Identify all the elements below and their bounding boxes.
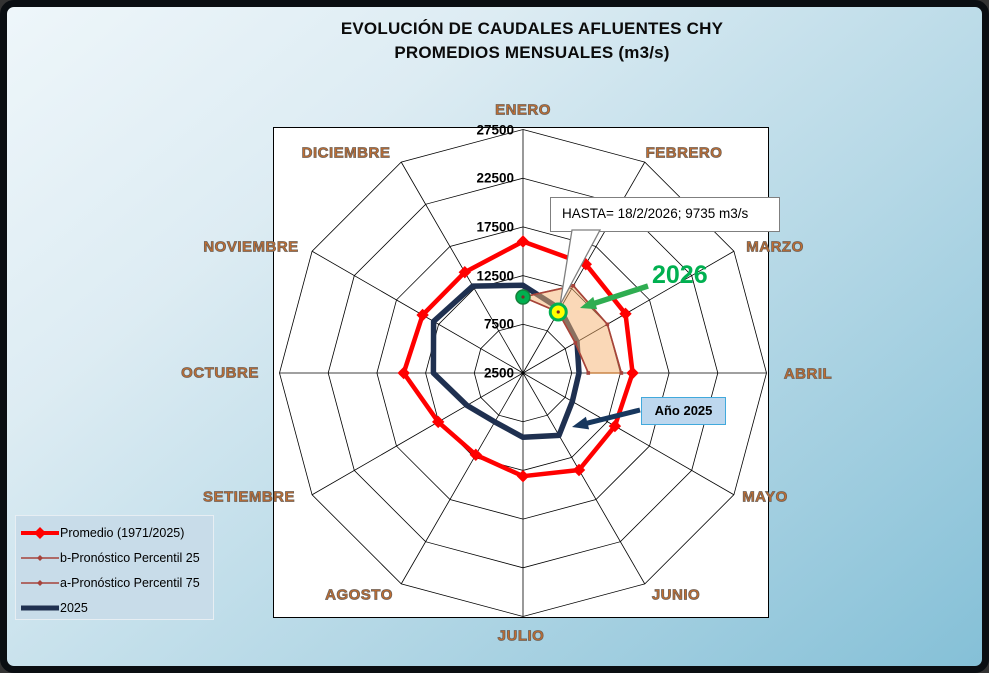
green-2026-arrow — [592, 283, 649, 307]
annotation-arrows — [572, 283, 649, 430]
promedio-diamond-marker — [579, 258, 592, 271]
legend-label-promedio: Promedio (1971/2025) — [60, 525, 185, 540]
callout-pointer — [559, 229, 602, 306]
legend-item-2025: 2025 — [20, 595, 213, 620]
promedio-diamond-marker — [397, 366, 410, 380]
label-2026: 2026 — [652, 261, 708, 289]
month-label-enero: ENERO — [495, 101, 551, 119]
legend-label-percentil25: b-Pronóstico Percentil 25 — [60, 550, 200, 565]
hasta-callout-text: HASTA= 18/2/2026; 9735 m3/s — [562, 206, 749, 221]
legend-marker-percentil25-icon — [21, 554, 59, 561]
radial-tick-7500: 7500 — [483, 316, 514, 332]
grid-spoke — [311, 250, 524, 374]
promedio-diamond-marker — [626, 366, 639, 380]
grid-spoke — [522, 372, 735, 496]
navy-2025-arrow — [584, 407, 641, 427]
green-2026-arrow-head — [580, 296, 598, 310]
ano-2025-text: Año 2025 — [654, 403, 713, 418]
legend-box: Promedio (1971/2025) b-Pronóstico Percen… — [15, 515, 214, 620]
promedio-diamond-marker — [608, 419, 622, 433]
month-label-octubre: OCTUBRE — [181, 364, 259, 382]
radial-tick-27500: 27500 — [476, 122, 514, 137]
obs-2026-febrero-centerdot — [556, 310, 560, 314]
radial-tick-12500: 12500 — [476, 268, 514, 284]
percentil75-marker — [605, 322, 610, 327]
navy-2025-arrow-head — [572, 416, 590, 430]
callout-pointer-layer — [515, 229, 602, 322]
percentil25-marker — [573, 341, 578, 345]
legend-item-promedio: Promedio (1971/2025) — [20, 520, 213, 545]
promedio-diamond-marker — [458, 266, 471, 279]
hasta-callout: HASTA= 18/2/2026; 9735 m3/s — [550, 197, 780, 232]
observation-markers — [515, 289, 568, 322]
grid-spoke — [311, 372, 524, 496]
chart-title-line2: PROMEDIOS MENSUALES (m3/s) — [394, 43, 670, 62]
legend-marker-percentil75-icon — [21, 579, 59, 586]
promedio-diamond-marker — [469, 448, 482, 461]
month-label-junio: JUNIO — [651, 586, 701, 604]
percentil25-line — [522, 296, 590, 374]
month-label-febrero: FEBRERO — [645, 144, 723, 162]
percentil25-marker — [586, 371, 591, 375]
percentil75-marker — [571, 283, 576, 288]
chart-title: EVOLUCIÓN DE CAUDALES AFLUENTES CHY PROM… — [257, 17, 807, 65]
radar-gridlines — [279, 129, 767, 617]
percentil75-marker — [619, 371, 624, 375]
chart-title-line1: EVOLUCIÓN DE CAUDALES AFLUENTES CHY — [340, 19, 724, 38]
legend-item-percentil25: b-Pronóstico Percentil 25 — [20, 545, 213, 570]
radial-tick-22500: 22500 — [476, 170, 514, 186]
grid-spoke — [400, 161, 524, 374]
legend-label-2025: 2025 — [60, 600, 88, 615]
hasta-pointer — [559, 229, 602, 306]
legend-marker-2025-icon — [21, 605, 59, 610]
legend-marker-promedio-icon — [21, 526, 59, 539]
promedio-diamond-marker — [619, 307, 632, 320]
ano-2025-callout: Año 2025 — [641, 397, 726, 425]
radar-chart — [279, 129, 767, 617]
legend-item-percentil75: a-Pronóstico Percentil 75 — [20, 570, 213, 595]
month-label-julio: JULIO — [497, 627, 545, 645]
legend-label-percentil75: a-Pronóstico Percentil 75 — [60, 575, 200, 590]
radial-tick-17500: 17500 — [476, 219, 514, 235]
promedio-diamond-marker — [516, 235, 530, 248]
month-label-setiembre: SETIEMBRE — [202, 488, 296, 506]
month-label-noviembre: NOVIEMBRE — [203, 238, 299, 256]
promedio-diamond-marker — [432, 415, 445, 429]
promedio-diamond-marker — [572, 463, 586, 477]
series-promedio — [397, 235, 639, 483]
month-label-diciembre: DICIEMBRE — [301, 144, 391, 162]
month-label-agosto: AGOSTO — [325, 586, 393, 604]
radial-tick-2500: 2500 — [483, 365, 514, 381]
promedio-diamond-marker — [416, 308, 429, 322]
month-label-marzo: MARZO — [746, 238, 804, 256]
grid-spoke — [522, 372, 646, 585]
obs-2026-enero-centerdot — [521, 295, 525, 299]
grid-spoke — [400, 372, 524, 585]
promedio-diamond-marker — [516, 470, 530, 483]
month-label-abril: ABRIL — [783, 365, 833, 383]
month-label-mayo: MAYO — [742, 488, 788, 506]
